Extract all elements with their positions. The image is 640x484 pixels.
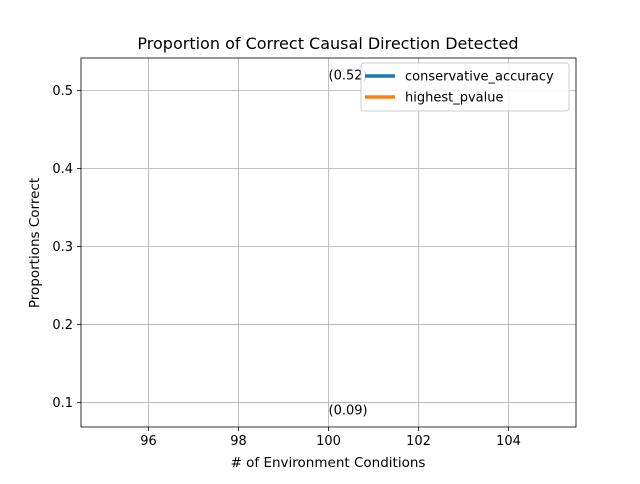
legend-frame — [360, 62, 570, 112]
data-label-1: (0.52) — [329, 68, 368, 83]
legend-label-1: conservative_accuracy — [405, 70, 554, 85]
legend-label-2: highest_pvalue — [405, 91, 503, 106]
data-label-2: (0.09) — [329, 404, 368, 419]
y-tick-label: 0.5 — [52, 84, 73, 99]
y-tick-label: 0.2 — [52, 318, 73, 333]
chart-title: Proportion of Correct Causal Direction D… — [137, 34, 518, 53]
tick-layer: 96 98 100 102 104 0.1 0.2 0.3 0.4 0.5 — [52, 84, 521, 449]
x-tick-label: 102 — [406, 434, 431, 449]
y-tick-label: 0.4 — [52, 162, 73, 177]
x-axis-label: # of Environment Conditions — [231, 455, 426, 471]
x-tick-label: 104 — [496, 434, 521, 449]
annotation-layer: (0.52) (0.09) — [329, 68, 368, 418]
x-tick-label: 96 — [140, 434, 157, 449]
legend: conservative_accuracy highest_pvalue — [360, 62, 570, 112]
y-tick-label: 0.3 — [52, 240, 73, 255]
x-tick-label: 100 — [316, 434, 341, 449]
y-tick-label: 0.1 — [52, 396, 73, 411]
y-axis-label: Proportions Correct — [27, 178, 43, 308]
x-tick-label: 98 — [230, 434, 247, 449]
